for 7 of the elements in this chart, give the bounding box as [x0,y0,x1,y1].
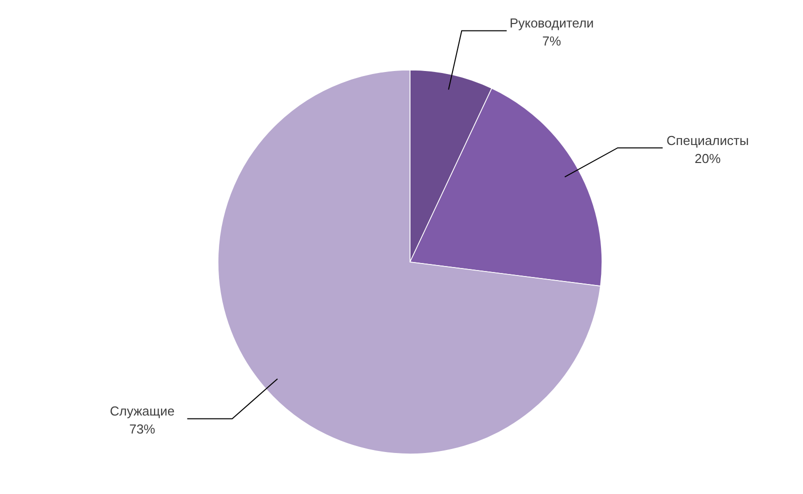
data-label: 7% [542,34,562,49]
data-label: 20% [694,150,722,166]
pie-slice [218,70,601,454]
slice-label: Специалисты [666,132,749,148]
data-label: 73% [129,422,156,437]
slice-label: Служащие [110,404,175,419]
slice-label: Руководители [510,16,594,31]
